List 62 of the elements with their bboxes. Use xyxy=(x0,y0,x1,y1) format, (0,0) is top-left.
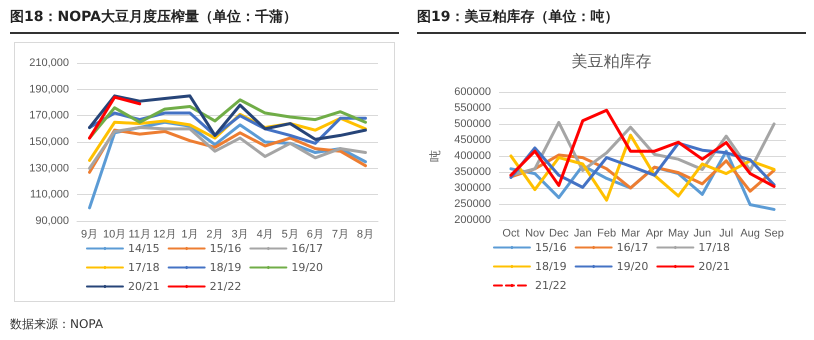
x-tick-label: Oct xyxy=(502,228,520,240)
y-tick-label: 90,000 xyxy=(35,215,69,227)
x-tick-label: 10月 xyxy=(103,228,126,240)
y-tick-label: 550000 xyxy=(454,102,491,114)
x-tick-label: 1月 xyxy=(181,228,198,240)
y-tick-label: 210,000 xyxy=(29,57,69,69)
x-tick-label: Sep xyxy=(764,228,784,240)
x-tick-label: 12月 xyxy=(153,228,176,240)
legend-label: 14/15 xyxy=(128,242,160,255)
x-tick-label: Feb xyxy=(597,228,616,240)
y-tick-label: 350000 xyxy=(454,166,491,178)
chart-subtitle: 美豆粕库存 xyxy=(572,52,652,70)
x-tick-label: Jun xyxy=(693,228,712,240)
y-tick-label: 300000 xyxy=(454,182,491,194)
legend-label: 20/21 xyxy=(698,260,730,273)
x-tick-label: Aug xyxy=(740,228,760,240)
legend-label: 21/22 xyxy=(534,279,567,292)
y-tick-label: 500000 xyxy=(454,118,491,130)
legend-label: 18/19 xyxy=(534,260,567,273)
source-note: 数据来源：NOPA xyxy=(10,316,104,333)
y-tick-label: 450000 xyxy=(454,134,491,146)
y-tick-label: 190,000 xyxy=(29,83,69,96)
y-tick-label: 600000 xyxy=(454,86,491,98)
y-tick-label: 170,000 xyxy=(29,110,69,122)
x-tick-label: Apr xyxy=(646,228,664,240)
legend-label: 21/22 xyxy=(210,280,242,293)
chart-title: 图19：美豆粕库存（单位：吨） xyxy=(417,8,806,34)
x-tick-label: 11月 xyxy=(128,228,151,240)
y-tick-label: 200000 xyxy=(454,214,491,226)
y-tick-label: 150,000 xyxy=(29,136,69,148)
legend-label: 16/17 xyxy=(616,241,648,254)
x-tick-label: Mar xyxy=(621,228,640,240)
x-tick-label: 7月 xyxy=(332,228,349,240)
y-tick-label: 130,000 xyxy=(29,162,69,174)
x-tick-label: Jan xyxy=(574,228,592,240)
y-tick-label: 110,000 xyxy=(30,188,69,201)
y-tick-label: 250000 xyxy=(454,198,491,210)
x-tick-label: Dec xyxy=(549,228,570,240)
x-tick-label: 9月 xyxy=(80,228,98,240)
legend-label: 19/20 xyxy=(616,260,648,273)
y-axis-title: 吨 xyxy=(428,150,442,162)
x-tick-label: 5月 xyxy=(282,228,299,240)
x-tick-label: 8月 xyxy=(356,228,374,240)
legend-label: 15/16 xyxy=(534,241,567,254)
legend-label: 17/18 xyxy=(698,241,730,254)
chart-title: 图18：NOPA大豆月度压榨量（单位：千蒲） xyxy=(10,8,399,34)
legend-label: 17/18 xyxy=(128,261,160,274)
legend-label: 16/17 xyxy=(291,242,324,255)
y-tick-label: 400000 xyxy=(454,150,491,162)
line-series xyxy=(509,134,776,202)
legend-label: 20/21 xyxy=(128,280,160,293)
legend-label: 15/16 xyxy=(210,242,242,255)
line-series xyxy=(509,108,776,188)
legend-label: 18/19 xyxy=(210,261,242,274)
x-tick-label: 3月 xyxy=(231,228,249,240)
x-tick-label: 2月 xyxy=(206,228,224,240)
legend-label: 19/20 xyxy=(291,261,324,274)
x-tick-label: Nov xyxy=(525,228,546,240)
x-tick-label: 6月 xyxy=(306,228,324,240)
x-tick-label: 4月 xyxy=(256,228,274,240)
x-tick-label: May xyxy=(668,228,690,240)
x-tick-label: Jul xyxy=(719,228,734,240)
